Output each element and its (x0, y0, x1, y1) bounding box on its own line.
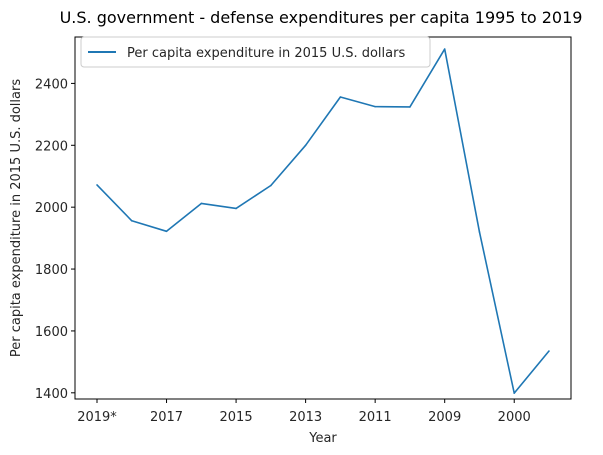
chart-title: U.S. government - defense expenditures p… (60, 8, 583, 27)
legend-frame (80, 36, 431, 68)
data-point (96, 184, 98, 186)
data-point (409, 106, 411, 108)
data-point (374, 105, 376, 108)
data-point (165, 230, 168, 233)
x-tick-label: 2019* (77, 410, 117, 425)
legend: Per capita expenditure in 2015 U.S. doll… (80, 36, 431, 68)
y-tick-label: 2000 (35, 201, 68, 216)
data-point (443, 48, 446, 50)
y-tick-label: 2200 (35, 139, 68, 154)
data-point (235, 207, 237, 210)
y-tick-label: 2400 (35, 77, 68, 92)
x-tick-label: 2011 (359, 410, 392, 425)
data-point (304, 144, 307, 147)
data-point (270, 184, 272, 187)
series-layer (96, 48, 550, 394)
legend-label: Per capita expenditure in 2015 U.S. doll… (127, 46, 405, 61)
y-axis-label: Per capita expenditure in 2015 U.S. doll… (9, 79, 24, 357)
x-tick-label: 2009 (428, 410, 461, 425)
y-axis: 1400 1600 1800 2000 2200 2400 (35, 77, 75, 402)
x-axis-label: Year (308, 431, 337, 446)
x-tick-label: 2013 (289, 410, 322, 425)
y-tick-label: 1800 (35, 263, 68, 278)
y-tick-label: 1600 (35, 325, 68, 340)
x-axis: 2019* 2017 2015 2013 2011 2009 2000 (77, 399, 531, 425)
x-tick-label: 2015 (220, 410, 253, 425)
data-point (339, 96, 342, 98)
data-point (130, 219, 133, 222)
data-point (200, 202, 203, 205)
data-point (548, 350, 550, 352)
data-point (513, 392, 516, 394)
data-point (478, 231, 481, 233)
x-tick-label: 2017 (150, 410, 183, 425)
x-tick-label: 2000 (498, 410, 531, 425)
y-tick-label: 1400 (35, 387, 68, 402)
series-line (96, 48, 550, 394)
